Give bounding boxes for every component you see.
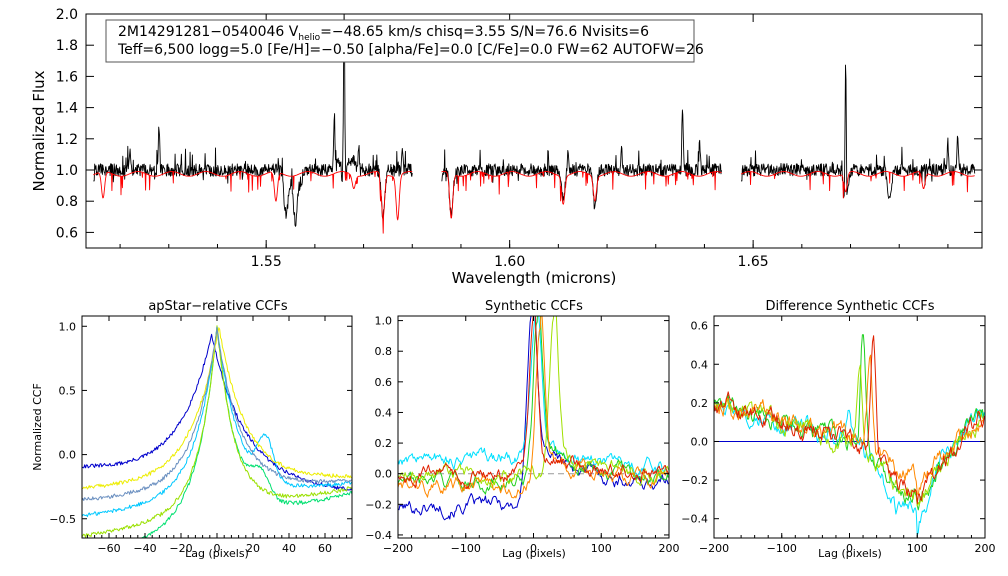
difference-ccf-y-tick-label: 0.6 xyxy=(691,320,709,333)
spectrum-model-line xyxy=(441,171,722,219)
apstar-ccf-y-tick-label: −0.5 xyxy=(49,513,76,526)
apstar-ccf-line xyxy=(82,325,352,538)
spectrum-axes-frame xyxy=(85,13,983,249)
synthetic-ccf-y-tick-label: −0.2 xyxy=(365,498,392,511)
apstar-ccf-y-tick-label: 1.0 xyxy=(59,320,77,333)
difference-ccf-line xyxy=(714,335,985,505)
synthetic-ccf-y-tick-label: 0.4 xyxy=(375,406,393,419)
synthetic-ccf-x-tick-label: 0 xyxy=(530,542,537,555)
spectrum-observed-line xyxy=(740,64,976,199)
apstar-ccf-plot-area xyxy=(82,325,352,538)
spectrum-ticks: 1.55 1.60 1.65 0.6 0.8 1.0 1.2 1.4 1.6 1.8 2.0 xyxy=(56,7,982,270)
synthetic-ccf-y-tick-label: 0.6 xyxy=(375,376,393,389)
difference-ccf-x-tick-label: 200 xyxy=(975,542,996,555)
spectrum-y-tick-label: 1.4 xyxy=(56,101,78,117)
apstar-ccf-x-tick-label: 0 xyxy=(214,542,221,555)
spectrum-y-tick-label: 1.8 xyxy=(56,38,78,54)
spectrum-y-label: Normalized Flux xyxy=(30,70,48,191)
apstar-ccf-panel: apStar−relative CCFs −60 −40 −20 0 20 40 60 −0.… xyxy=(31,299,353,560)
apstar-ccf-line xyxy=(82,333,352,492)
apstar-ccf-line xyxy=(82,326,352,501)
synthetic-ccf-plot-area xyxy=(398,316,669,521)
apstar-ccf-y-label: Normalized CCF xyxy=(31,383,44,471)
spectrum-y-tick-label: 0.6 xyxy=(56,225,78,241)
apstar-ccf-x-tick-label: −60 xyxy=(97,542,120,555)
difference-ccf-x-tick-label: −200 xyxy=(699,542,729,555)
difference-ccf-panel: Difference Synthetic CCFs −200 −100 0 100 20… xyxy=(681,299,995,560)
spectrum-info-line1: 2M14291281−0540046 Vhelio=−48.65 km/s ch… xyxy=(118,24,649,43)
spectrum-plot-area xyxy=(93,14,976,234)
spectrum-observed-line xyxy=(93,14,413,227)
difference-ccf-y-tick-label: −0.2 xyxy=(681,474,708,487)
apstar-ccf-x-tick-label: 40 xyxy=(282,542,296,555)
spectrum-x-label: Wavelength (microns) xyxy=(452,269,617,287)
difference-ccf-x-tick-label: 0 xyxy=(846,542,853,555)
spectrum-panel: 1.55 1.60 1.65 0.6 0.8 1.0 1.2 1.4 1.6 1.8 2.0 2M1… xyxy=(30,7,983,287)
spectrum-y-tick-label: 0.8 xyxy=(56,194,78,210)
synthetic-ccf-y-tick-label: −0.4 xyxy=(365,529,392,542)
spectrum-y-tick-label: 2.0 xyxy=(56,7,78,23)
difference-ccf-x-label: Lag (pixels) xyxy=(818,547,882,560)
spectrum-y-tick-label: 1.2 xyxy=(56,132,78,148)
spectrum-x-tick-label: 1.65 xyxy=(738,254,769,270)
apstar-ccf-x-label: Lag (pixels) xyxy=(185,547,249,560)
synthetic-ccf-title: Synthetic CCFs xyxy=(485,299,583,314)
difference-ccf-y-tick-label: −0.4 xyxy=(681,513,708,526)
synthetic-ccf-line xyxy=(398,316,669,499)
apstar-ccf-line xyxy=(82,327,352,490)
synthetic-ccf-panel: Synthetic CCFs −200 −100 0 100 200 −0.4 −0.2 0.… xyxy=(365,299,679,560)
spectrum-info-line2: Teff=6,500 logg=5.0 [Fe/H]=−0.50 [alpha/… xyxy=(117,42,704,58)
difference-ccf-ticks: −200 −100 0 100 200 −0.4 −0.2 0.0 0.2 0.4 0.6 xyxy=(681,316,996,555)
difference-ccf-y-tick-label: 0.4 xyxy=(691,358,709,371)
apstar-ccf-title: apStar−relative CCFs xyxy=(148,299,288,314)
synthetic-ccf-x-tick-label: 100 xyxy=(591,542,612,555)
synthetic-ccf-y-tick-label: 0.0 xyxy=(375,468,393,481)
difference-ccf-x-tick-label: −100 xyxy=(767,542,797,555)
spectrum-observed-line xyxy=(441,109,722,219)
apstar-ccf-x-tick-label: −20 xyxy=(169,542,192,555)
difference-ccf-line xyxy=(714,334,985,511)
spectrum-y-tick-label: 1.0 xyxy=(56,163,78,179)
apstar-ccf-x-tick-label: 20 xyxy=(246,542,260,555)
synthetic-ccf-y-tick-label: 0.8 xyxy=(375,345,393,358)
spectrum-x-tick-label: 1.55 xyxy=(251,254,282,270)
difference-ccf-y-tick-label: 0.0 xyxy=(691,435,709,448)
spectrum-model-line xyxy=(93,171,413,234)
apstar-ccf-x-tick-label: 60 xyxy=(318,542,332,555)
spectrum-x-tick-label: 1.60 xyxy=(494,254,525,270)
apstar-ccf-y-tick-label: 0.0 xyxy=(59,449,77,462)
synthetic-ccf-y-tick-label: 1.0 xyxy=(375,315,393,328)
difference-ccf-y-tick-label: 0.2 xyxy=(691,397,709,410)
synthetic-ccf-ticks: −200 −100 0 100 200 −0.4 −0.2 0.0 0.2 0.4 0.6 0.8 1.… xyxy=(365,315,679,555)
apstar-ccf-x-tick-label: −40 xyxy=(133,542,156,555)
difference-ccf-plot-area xyxy=(714,334,985,536)
spectrum-info-box: 2M14291281−0540046 Vhelio=−48.65 km/s ch… xyxy=(105,19,704,63)
spectrum-y-tick-label: 1.6 xyxy=(56,69,78,85)
synthetic-ccf-x-tick-label: 200 xyxy=(659,542,680,555)
apstar-ccf-ticks: −60 −40 −20 0 20 40 60 −0.5 0.0 0.5 1.0 xyxy=(49,316,352,555)
apstar-ccf-y-tick-label: 0.5 xyxy=(59,384,77,397)
synthetic-ccf-x-label: Lag (pixels) xyxy=(502,547,566,560)
synthetic-ccf-x-tick-label: −200 xyxy=(383,542,413,555)
synthetic-ccf-x-tick-label: −100 xyxy=(451,542,481,555)
synthetic-ccf-y-tick-label: 0.2 xyxy=(375,437,393,450)
difference-ccf-title: Difference Synthetic CCFs xyxy=(765,299,934,314)
difference-ccf-x-tick-label: 100 xyxy=(907,542,928,555)
synthetic-ccf-line xyxy=(398,316,669,521)
difference-ccf-line xyxy=(714,354,985,496)
spectrum-model-line xyxy=(740,171,975,199)
